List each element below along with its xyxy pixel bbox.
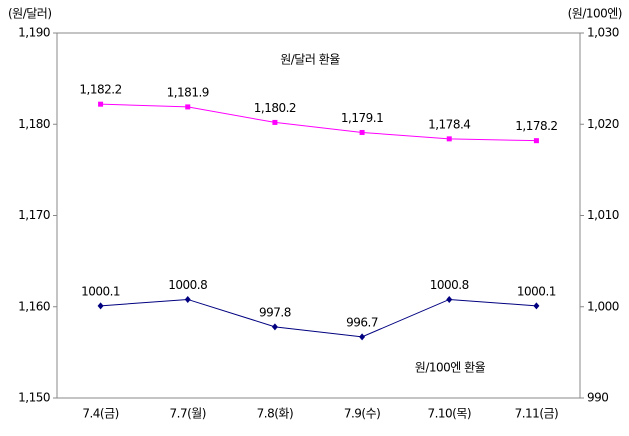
y2-tick-label: 1,010 [587, 208, 619, 222]
data-label: 997.8 [259, 305, 291, 319]
data-label: 1,178.2 [515, 119, 557, 133]
data-label: 1,180.2 [254, 101, 296, 115]
marker [359, 129, 365, 135]
y-axis-label: (원/달러) [8, 7, 52, 21]
data-label: 1,179.1 [341, 111, 383, 125]
marker [446, 295, 453, 303]
data-label: 1000.8 [430, 278, 469, 292]
data-label: 1,182.2 [79, 83, 121, 97]
marker [359, 333, 366, 341]
x-tick-label: 7.7(월) [170, 407, 207, 421]
marker [185, 104, 191, 110]
y-tick-label: 1,150 [18, 391, 50, 405]
y-tick-label: 1,180 [18, 117, 50, 131]
marker [446, 136, 452, 142]
data-label: 1000.8 [168, 278, 207, 292]
y2-tick-label: 1,030 [587, 26, 619, 40]
series-label: 원/달러 환율 [280, 53, 340, 67]
y2-tick-label: 990 [587, 391, 608, 405]
data-label: 1,178.4 [428, 117, 470, 131]
x-tick-label: 7.4(금) [82, 407, 119, 421]
data-label: 1000.1 [517, 284, 556, 298]
series-label: 원/100엔 환율 [415, 361, 486, 375]
y2-tick-label: 1,020 [587, 117, 619, 131]
series-line [100, 103, 537, 142]
y2-axis-label: (원/100엔) [568, 7, 622, 21]
marker [533, 138, 539, 144]
data-label: 1000.1 [81, 284, 120, 298]
y-tick-label: 1,170 [18, 208, 50, 222]
data-label: 996.7 [346, 315, 378, 329]
marker [272, 119, 278, 125]
y-tick-label: 1,160 [18, 299, 50, 313]
plot-frame [56, 32, 581, 399]
marker [97, 302, 104, 310]
x-tick-label: 7.8(화) [257, 407, 294, 421]
y-tick-label: 1,190 [18, 26, 50, 40]
series-line [100, 298, 537, 338]
marker [533, 302, 540, 310]
marker [271, 323, 278, 331]
x-tick-label: 7.9(수) [344, 407, 381, 421]
marker [184, 295, 191, 303]
data-label: 1,181.9 [167, 85, 209, 99]
marker [98, 101, 104, 107]
x-tick-label: 7.11(금) [515, 407, 559, 421]
y2-tick-label: 1,000 [587, 299, 619, 313]
x-tick-label: 7.10(목) [427, 407, 471, 421]
